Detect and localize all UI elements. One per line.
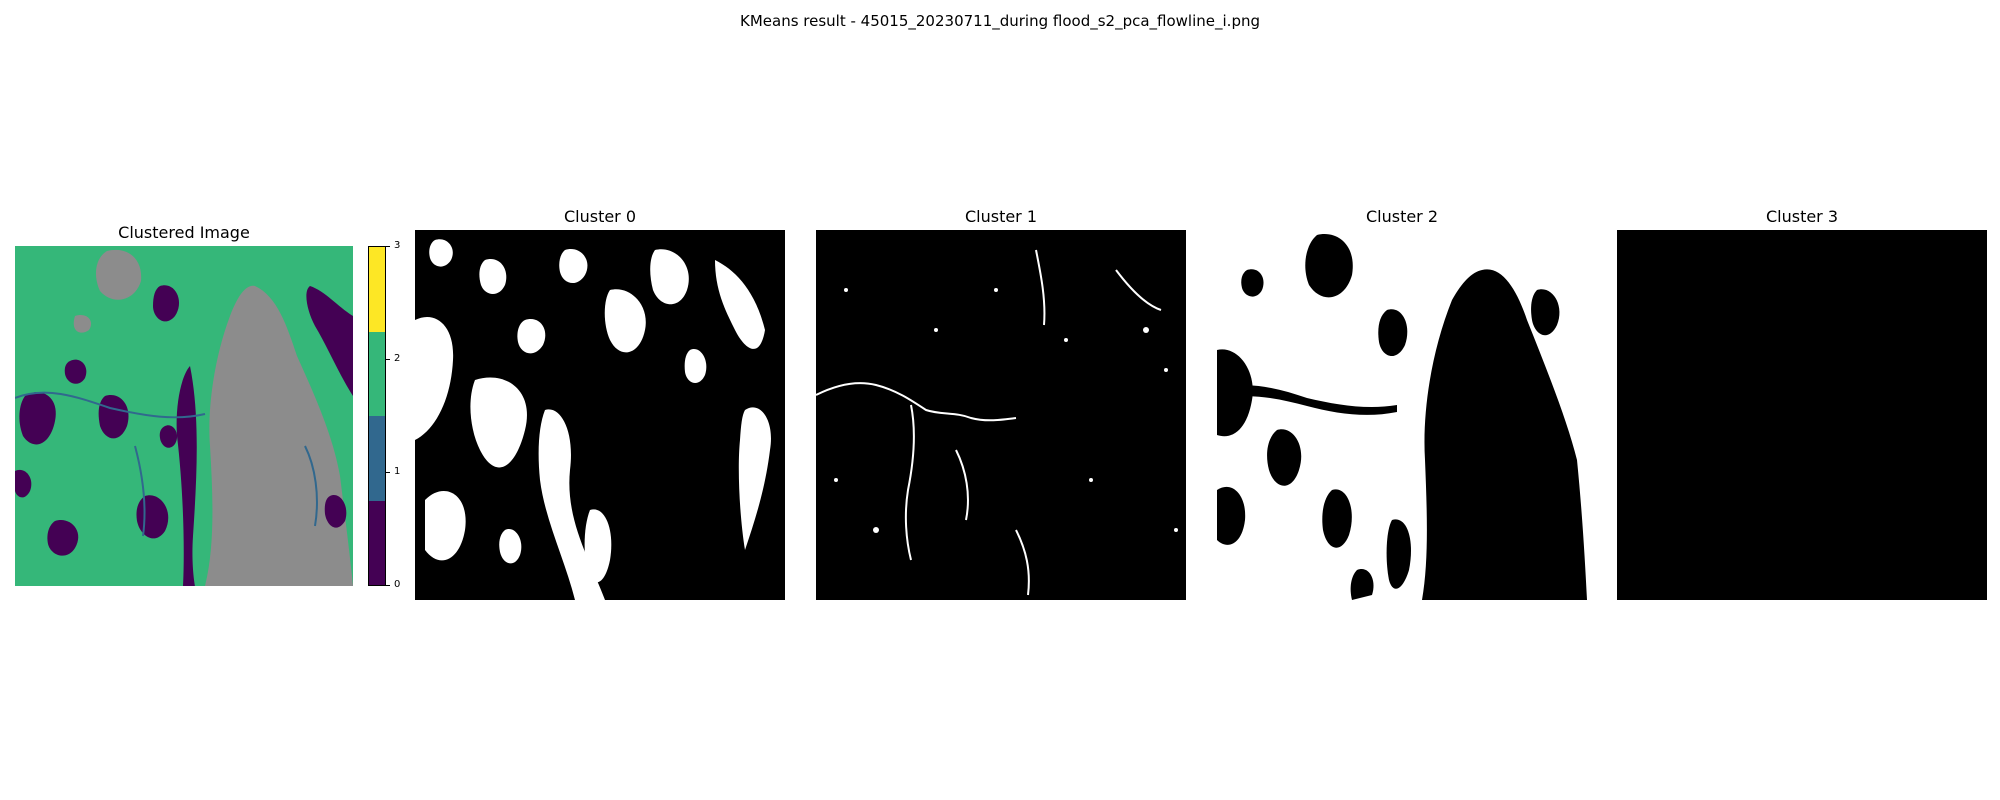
colorbar-tick-label: 2	[394, 353, 401, 364]
colorbar	[368, 246, 386, 586]
cluster-0-patches	[15, 285, 353, 586]
colorbar-tick-label: 1	[394, 466, 401, 477]
figure-title: KMeans result - 45015_20230711_during fl…	[740, 12, 1260, 30]
cluster-2-title: Cluster 2	[1365, 207, 1439, 226]
cluster-3-title: Cluster 3	[1765, 207, 1839, 226]
colorbar-tick-mark	[386, 585, 390, 586]
clustered-image-title: Clustered Image	[118, 223, 250, 242]
cluster-1-mask	[816, 230, 1186, 600]
cluster-3-mask	[1617, 230, 1987, 600]
colorbar-tick-mark	[386, 472, 390, 473]
cluster-0-title: Cluster 0	[563, 207, 637, 226]
cluster-0-mask	[415, 230, 785, 600]
cluster-1-title: Cluster 1	[964, 207, 1038, 226]
clustered-image	[15, 246, 353, 586]
colorbar-segment-3	[369, 247, 385, 332]
colorbar-tick-label: 0	[394, 579, 401, 590]
colorbar-segment-1	[369, 416, 385, 501]
colorbar-tick-mark	[386, 246, 390, 247]
colorbar-tick-mark	[386, 359, 390, 360]
colorbar-segment-2	[369, 331, 385, 416]
colorbar-segment-0	[369, 500, 385, 585]
cluster-2-mask	[1217, 230, 1587, 600]
colorbar-tick-label: 3	[394, 240, 401, 251]
cluster-1-streaks	[15, 391, 318, 537]
